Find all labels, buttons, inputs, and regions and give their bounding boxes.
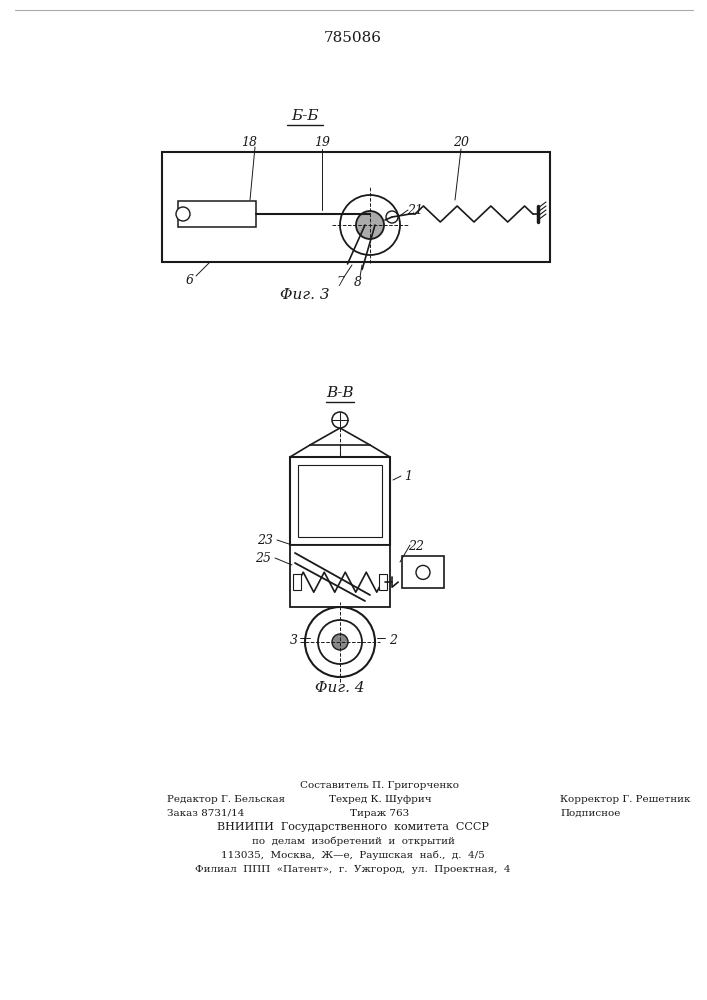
Text: 3: 3 [290, 634, 298, 647]
Text: 8: 8 [354, 275, 362, 288]
Circle shape [386, 211, 398, 223]
Bar [293, 574, 301, 590]
Bar [402, 556, 444, 588]
Text: Филиал  ППП  «Патент»,  г.  Ужгород,  ул.  Проектная,  4: Филиал ППП «Патент», г. Ужгород, ул. Про… [195, 864, 510, 874]
Text: 22: 22 [408, 540, 424, 554]
Circle shape [332, 412, 348, 428]
Text: 21: 21 [407, 204, 423, 217]
Text: 25: 25 [255, 552, 271, 564]
Bar [178, 201, 256, 227]
Bar [379, 574, 387, 590]
Text: 18: 18 [241, 135, 257, 148]
Text: ВНИИПИ  Государственного  комитета  СССР: ВНИИПИ Государственного комитета СССР [217, 822, 489, 832]
Bar [290, 457, 390, 545]
Text: Φиг. 4: Φиг. 4 [315, 681, 365, 695]
Text: Составитель П. Григорченко: Составитель П. Григорченко [300, 780, 460, 790]
Text: Корректор Г. Решетник: Корректор Г. Решетник [560, 794, 691, 804]
Text: 785086: 785086 [324, 31, 382, 45]
Text: Подписное: Подписное [560, 808, 620, 818]
Bar [162, 152, 550, 262]
Circle shape [416, 565, 430, 579]
Text: 6: 6 [186, 273, 194, 286]
Circle shape [332, 634, 348, 650]
Text: В-В: В-В [326, 386, 354, 400]
Text: Заказ 8731/14: Заказ 8731/14 [167, 808, 245, 818]
Text: Φиг. 3: Φиг. 3 [280, 288, 329, 302]
Circle shape [356, 211, 384, 239]
Circle shape [318, 620, 362, 664]
Text: 1: 1 [404, 470, 412, 483]
Text: по  делам  изобретений  и  открытий: по делам изобретений и открытий [252, 836, 455, 846]
Text: Редактор Г. Бельская: Редактор Г. Бельская [167, 794, 285, 804]
Text: Б-Б: Б-Б [291, 109, 319, 123]
Text: 7: 7 [336, 275, 344, 288]
Text: 20: 20 [453, 136, 469, 149]
Text: 113035,  Москва,  Ж—е,  Раушская  наб.,  д.  4/5: 113035, Москва, Ж—е, Раушская наб., д. 4… [221, 850, 485, 860]
Text: 19: 19 [314, 136, 330, 149]
Circle shape [340, 195, 400, 255]
Text: Тираж 763: Тираж 763 [351, 808, 409, 818]
Text: 2: 2 [389, 634, 397, 647]
Bar [298, 465, 382, 537]
Text: 24: 24 [297, 524, 313, 536]
Circle shape [305, 607, 375, 677]
Circle shape [176, 207, 190, 221]
Text: Техред К. Шуфрич: Техред К. Шуфрич [329, 794, 431, 804]
Bar [290, 545, 390, 607]
Text: 23: 23 [257, 534, 273, 546]
